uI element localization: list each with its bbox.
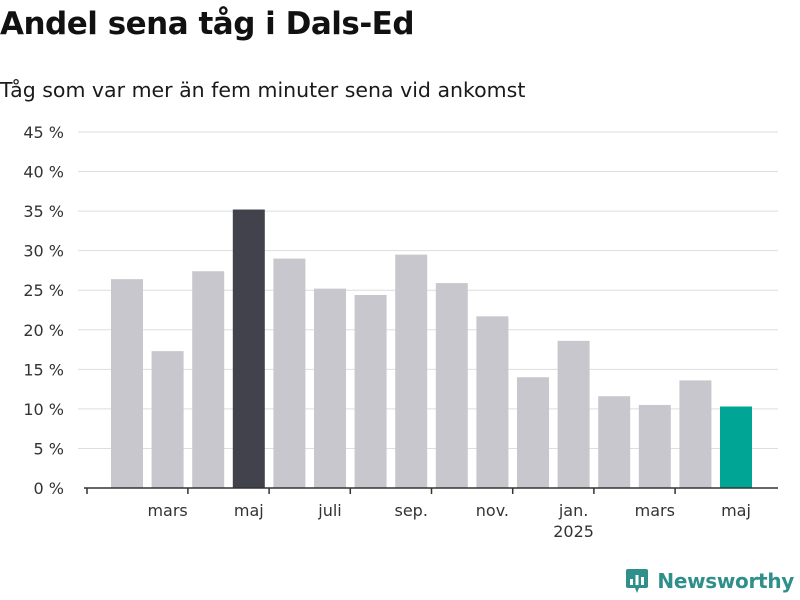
bar	[435, 283, 468, 488]
bar	[192, 271, 225, 488]
bar	[354, 294, 387, 488]
bar	[314, 288, 346, 488]
bar	[557, 340, 590, 488]
bar	[598, 396, 631, 488]
bar	[720, 406, 752, 488]
bars	[111, 209, 752, 489]
brand-logo: Newsworthy	[625, 568, 794, 594]
brand-name: Newsworthy	[657, 569, 794, 593]
bar	[517, 377, 549, 488]
x-tick-label: mars	[635, 501, 675, 520]
bar	[273, 258, 306, 488]
x-tick-label: maj	[721, 501, 751, 520]
y-tick-label: 15 %	[23, 360, 64, 379]
y-tick-label: 10 %	[23, 400, 64, 419]
x-tick-label: maj	[234, 501, 264, 520]
y-tick-label: 5 %	[34, 439, 64, 458]
bar	[679, 380, 712, 488]
chart-subtitle: Tåg som var mer än fem minuter sena vid …	[0, 78, 526, 102]
y-tick-label: 25 %	[23, 281, 64, 300]
bar	[151, 351, 184, 488]
x-tick-label: sep.	[394, 501, 427, 520]
bar	[476, 316, 509, 488]
y-tick-label: 0 %	[34, 479, 64, 498]
bar	[232, 209, 265, 489]
y-axis: 0 % 5 % 10 % 15 % 20 % 25 % 30 % 35 % 40 % 45 %	[23, 123, 64, 498]
x-tick-label: jan.	[558, 501, 588, 520]
y-tick-label: 35 %	[23, 202, 64, 221]
y-tick-label: 45 %	[23, 123, 64, 142]
x-tick-label: nov.	[476, 501, 509, 520]
x-axis: mars maj juli sep. nov. jan. 2025 mars maj	[84, 487, 778, 541]
bar	[638, 404, 671, 488]
newsworthy-logo-icon	[626, 569, 649, 593]
y-tick-label: 40 %	[23, 163, 64, 182]
y-tick-label: 30 %	[23, 242, 64, 261]
bar	[395, 254, 428, 488]
x-tick-sublabel: 2025	[553, 522, 594, 541]
chart-title: Andel sena tåg i Dals-Ed	[0, 6, 415, 42]
x-tick-label: juli	[317, 501, 341, 520]
x-tick-label: mars	[147, 501, 187, 520]
bar	[111, 279, 143, 488]
y-tick-label: 20 %	[23, 321, 64, 340]
